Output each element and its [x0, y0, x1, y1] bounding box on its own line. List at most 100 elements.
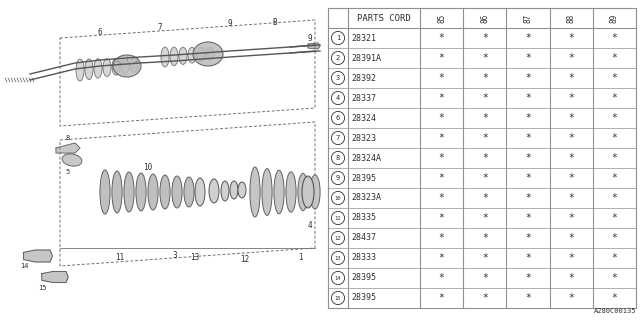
Text: 2: 2: [336, 55, 340, 61]
Text: *: *: [611, 293, 618, 303]
Text: *: *: [438, 173, 445, 183]
Ellipse shape: [160, 175, 170, 209]
Text: 87: 87: [524, 13, 532, 23]
Text: 28335: 28335: [351, 213, 376, 222]
Text: *: *: [611, 213, 618, 223]
Text: 5: 5: [66, 169, 70, 175]
Text: *: *: [611, 53, 618, 63]
Text: 9: 9: [336, 175, 340, 181]
Text: *: *: [611, 193, 618, 203]
Ellipse shape: [209, 179, 219, 203]
Text: *: *: [438, 273, 445, 283]
Ellipse shape: [206, 47, 214, 60]
Text: 28391A: 28391A: [351, 53, 381, 62]
Text: *: *: [611, 73, 618, 83]
Text: *: *: [611, 273, 618, 283]
Text: *: *: [568, 53, 574, 63]
Text: *: *: [525, 153, 531, 163]
Ellipse shape: [103, 59, 111, 76]
Text: *: *: [568, 153, 574, 163]
Text: *: *: [438, 293, 445, 303]
Polygon shape: [42, 271, 68, 283]
Text: 28437: 28437: [351, 234, 376, 243]
Text: *: *: [438, 253, 445, 263]
Text: *: *: [482, 273, 488, 283]
Text: 12: 12: [335, 236, 341, 241]
Text: *: *: [482, 93, 488, 103]
Text: 28324A: 28324A: [351, 154, 381, 163]
Text: *: *: [482, 293, 488, 303]
Ellipse shape: [310, 175, 320, 209]
Text: 28395: 28395: [351, 293, 376, 302]
Text: *: *: [568, 113, 574, 123]
Ellipse shape: [188, 47, 196, 63]
Text: *: *: [438, 93, 445, 103]
Text: *: *: [482, 133, 488, 143]
Text: *: *: [438, 53, 445, 63]
Polygon shape: [56, 143, 80, 153]
Text: 13: 13: [335, 255, 341, 260]
Ellipse shape: [113, 55, 141, 77]
Ellipse shape: [136, 173, 146, 211]
Text: *: *: [525, 33, 531, 43]
Ellipse shape: [238, 182, 246, 198]
Ellipse shape: [148, 174, 158, 210]
Ellipse shape: [193, 42, 223, 66]
Text: 28333: 28333: [351, 253, 376, 262]
Text: *: *: [525, 233, 531, 243]
Text: *: *: [482, 253, 488, 263]
Text: 89: 89: [610, 13, 619, 23]
Text: 7: 7: [336, 135, 340, 141]
Text: 1: 1: [298, 252, 302, 261]
Text: 9: 9: [308, 34, 312, 43]
Text: *: *: [525, 113, 531, 123]
Ellipse shape: [100, 170, 110, 214]
Text: 85: 85: [437, 13, 446, 23]
Ellipse shape: [76, 59, 84, 81]
Ellipse shape: [170, 47, 178, 66]
Text: *: *: [525, 193, 531, 203]
Text: 86: 86: [480, 13, 490, 23]
Ellipse shape: [298, 173, 308, 211]
Ellipse shape: [94, 59, 102, 78]
Text: 28395: 28395: [351, 274, 376, 283]
Ellipse shape: [112, 171, 122, 213]
Text: *: *: [611, 33, 618, 43]
Text: *: *: [568, 273, 574, 283]
Ellipse shape: [130, 58, 138, 72]
Text: *: *: [568, 93, 574, 103]
Ellipse shape: [62, 154, 82, 166]
Text: *: *: [611, 133, 618, 143]
Text: *: *: [568, 193, 574, 203]
Text: *: *: [611, 253, 618, 263]
Text: *: *: [525, 293, 531, 303]
Text: *: *: [525, 253, 531, 263]
Ellipse shape: [112, 59, 120, 75]
Ellipse shape: [286, 172, 296, 212]
Text: *: *: [525, 133, 531, 143]
Text: 8: 8: [336, 155, 340, 161]
Text: 14: 14: [20, 263, 28, 269]
Text: *: *: [611, 233, 618, 243]
Text: *: *: [438, 233, 445, 243]
Text: *: *: [482, 193, 488, 203]
Text: 11: 11: [335, 215, 341, 220]
Text: *: *: [568, 253, 574, 263]
Text: *: *: [611, 153, 618, 163]
Text: 3: 3: [336, 75, 340, 81]
Text: 28395: 28395: [351, 173, 376, 182]
Text: *: *: [568, 233, 574, 243]
Text: *: *: [568, 293, 574, 303]
Ellipse shape: [121, 58, 129, 74]
Text: 10: 10: [335, 196, 341, 201]
Text: *: *: [438, 153, 445, 163]
Text: *: *: [438, 193, 445, 203]
Ellipse shape: [221, 181, 229, 201]
Text: *: *: [568, 213, 574, 223]
Text: 13: 13: [190, 253, 200, 262]
Text: *: *: [611, 93, 618, 103]
Text: *: *: [438, 133, 445, 143]
Text: *: *: [482, 153, 488, 163]
Text: 10: 10: [143, 163, 152, 172]
Text: *: *: [482, 113, 488, 123]
